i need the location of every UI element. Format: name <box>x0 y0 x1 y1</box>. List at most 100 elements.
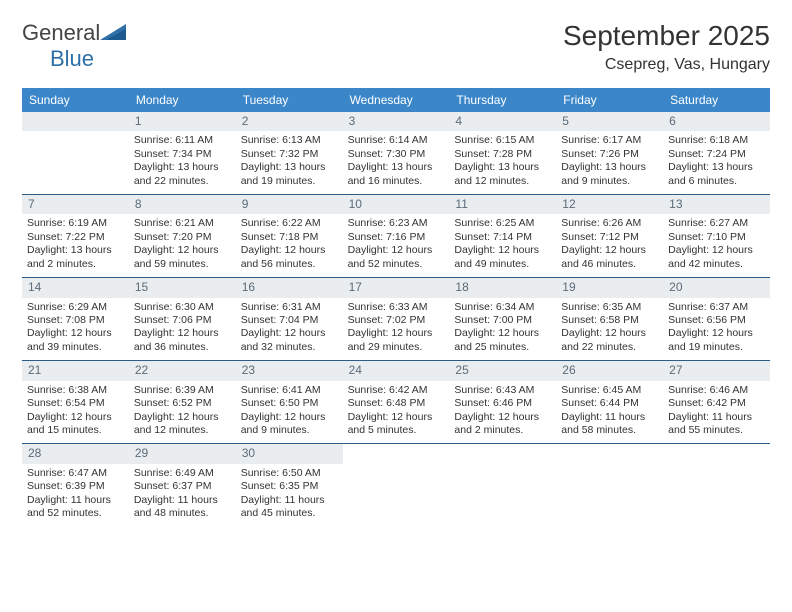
weekday-header: Sunday Monday Tuesday Wednesday Thursday… <box>22 88 770 112</box>
day-cell: 15Sunrise: 6:30 AMSunset: 7:06 PMDayligh… <box>129 278 236 360</box>
day-info-line: Sunrise: 6:29 AM <box>27 301 124 314</box>
day-number: 2 <box>236 112 343 131</box>
day-info-line: Daylight: 12 hours and 25 minutes. <box>454 327 551 354</box>
day-info-line: Sunrise: 6:22 AM <box>241 217 338 230</box>
day-info-line: Sunset: 7:00 PM <box>454 314 551 327</box>
day-info-line: Sunrise: 6:19 AM <box>27 217 124 230</box>
day-info-line: Sunset: 7:30 PM <box>348 148 445 161</box>
day-info-line: Sunrise: 6:47 AM <box>27 467 124 480</box>
day-cell: 23Sunrise: 6:41 AMSunset: 6:50 PMDayligh… <box>236 361 343 443</box>
day-info-line: Daylight: 11 hours and 45 minutes. <box>241 494 338 521</box>
day-info-line: Daylight: 11 hours and 52 minutes. <box>27 494 124 521</box>
day-number: 13 <box>663 195 770 214</box>
day-info-line: Sunset: 7:04 PM <box>241 314 338 327</box>
day-number <box>22 112 129 131</box>
day-cell: 14Sunrise: 6:29 AMSunset: 7:08 PMDayligh… <box>22 278 129 360</box>
day-info-line: Sunrise: 6:30 AM <box>134 301 231 314</box>
day-cell: 25Sunrise: 6:43 AMSunset: 6:46 PMDayligh… <box>449 361 556 443</box>
day-info-line: Daylight: 12 hours and 52 minutes. <box>348 244 445 271</box>
day-number: 3 <box>343 112 450 131</box>
day-info-line: Sunset: 6:37 PM <box>134 480 231 493</box>
day-info-line: Sunset: 7:32 PM <box>241 148 338 161</box>
day-number: 4 <box>449 112 556 131</box>
day-info-line: Daylight: 11 hours and 55 minutes. <box>668 411 765 438</box>
day-info-line: Daylight: 13 hours and 16 minutes. <box>348 161 445 188</box>
day-info-line: Sunrise: 6:14 AM <box>348 134 445 147</box>
day-info-line: Sunrise: 6:18 AM <box>668 134 765 147</box>
day-number: 18 <box>449 278 556 297</box>
day-info-line: Daylight: 12 hours and 42 minutes. <box>668 244 765 271</box>
day-info-line: Sunset: 7:10 PM <box>668 231 765 244</box>
day-info-line: Sunset: 6:44 PM <box>561 397 658 410</box>
week-row: 28Sunrise: 6:47 AMSunset: 6:39 PMDayligh… <box>22 444 770 526</box>
day-info-line: Sunrise: 6:38 AM <box>27 384 124 397</box>
day-number: 9 <box>236 195 343 214</box>
day-number: 11 <box>449 195 556 214</box>
day-info-line: Sunset: 6:56 PM <box>668 314 765 327</box>
day-cell: 8Sunrise: 6:21 AMSunset: 7:20 PMDaylight… <box>129 195 236 277</box>
day-info-line: Sunrise: 6:41 AM <box>241 384 338 397</box>
day-info-line: Daylight: 13 hours and 22 minutes. <box>134 161 231 188</box>
week-row: 7 Sunrise: 6:19 AMSunset: 7:22 PM Daylight… <box>22 195 770 278</box>
day-info-line: Sunset: 7:28 PM <box>454 148 551 161</box>
day-info-line: Sunrise: 6:25 AM <box>454 217 551 230</box>
day-info-line: Daylight: 11 hours and 58 minutes. <box>561 411 658 438</box>
day-info-line: Sunset: 7:06 PM <box>134 314 231 327</box>
day-info-line: Sunrise: 6:17 AM <box>561 134 658 147</box>
header: General Blue September 2025 Csepreg, Vas… <box>22 20 770 74</box>
day-info-line: Daylight: 13 hours and 19 minutes. <box>241 161 338 188</box>
day-info-line: Sunset: 7:34 PM <box>134 148 231 161</box>
day-info-line: Daylight: 12 hours and 9 minutes. <box>241 411 338 438</box>
day-cell: 5Sunrise: 6:17 AMSunset: 7:26 PMDaylight… <box>556 112 663 194</box>
day-cell: 21Sunrise: 6:38 AMSunset: 6:54 PMDayligh… <box>22 361 129 443</box>
day-info-line: Daylight: 13 hours and 6 minutes. <box>668 161 765 188</box>
day-info-line: Sunset: 6:42 PM <box>668 397 765 410</box>
day-cell: 7Sunrise: 6:19 AMSunset: 7:22 PMDaylight… <box>22 195 129 277</box>
day-info-line: Sunrise: 6:21 AM <box>134 217 231 230</box>
empty-cell <box>663 444 770 526</box>
brand-logo: General Blue <box>22 20 126 72</box>
day-info-line: Sunset: 7:18 PM <box>241 231 338 244</box>
day-number: 1 <box>129 112 236 131</box>
day-info-line: Sunset: 7:22 PM <box>27 231 124 244</box>
week-row: 14Sunrise: 6:29 AMSunset: 7:08 PMDayligh… <box>22 278 770 361</box>
day-cell: 18 Sunrise: 6:34 AMSunset: 7:00 PMDayligh… <box>449 278 556 360</box>
day-info-line: Sunset: 6:58 PM <box>561 314 658 327</box>
day-info-line: Sunrise: 6:15 AM <box>454 134 551 147</box>
day-number: 30 <box>236 444 343 463</box>
day-info-line: Sunrise: 6:39 AM <box>134 384 231 397</box>
week-row: 21Sunrise: 6:38 AMSunset: 6:54 PMDayligh… <box>22 361 770 444</box>
day-number: 27 <box>663 361 770 380</box>
day-info-line: Sunset: 7:16 PM <box>348 231 445 244</box>
day-info-line: Sunset: 6:35 PM <box>241 480 338 493</box>
day-number: 22 <box>129 361 236 380</box>
day-number: 26 <box>556 361 663 380</box>
day-number: 16 <box>236 278 343 297</box>
weekday-name: Thursday <box>449 88 556 112</box>
page: General Blue September 2025 Csepreg, Vas… <box>0 0 792 547</box>
day-info-line: Sunrise: 6:37 AM <box>668 301 765 314</box>
day-number: 7 <box>22 195 129 214</box>
day-info-line: Daylight: 12 hours and 32 minutes. <box>241 327 338 354</box>
weekday-name: Sunday <box>22 88 129 112</box>
day-cell: 24Sunrise: 6:42 AMSunset: 6:48 PMDayligh… <box>343 361 450 443</box>
day-number: 23 <box>236 361 343 380</box>
day-info-line: Sunrise: 6:50 AM <box>241 467 338 480</box>
weekday-name: Tuesday <box>236 88 343 112</box>
day-info-line: Daylight: 12 hours and 36 minutes. <box>134 327 231 354</box>
page-subtitle: Csepreg, Vas, Hungary <box>563 56 770 74</box>
day-cell: 20Sunrise: 6:37 AMSunset: 6:56 PMDayligh… <box>663 278 770 360</box>
day-info-line: Sunrise: 6:45 AM <box>561 384 658 397</box>
day-info-line: Sunrise: 6:34 AM <box>454 301 551 314</box>
day-cell: 16Sunrise: 6:31 AMSunset: 7:04 PMDayligh… <box>236 278 343 360</box>
day-info-line: Sunset: 6:54 PM <box>27 397 124 410</box>
weekday-name: Friday <box>556 88 663 112</box>
day-info-line: Daylight: 12 hours and 12 minutes. <box>134 411 231 438</box>
day-number: 29 <box>129 444 236 463</box>
day-number: 8 <box>129 195 236 214</box>
day-info-line: Daylight: 12 hours and 49 minutes. <box>454 244 551 271</box>
day-info-line: Sunrise: 6:11 AM <box>134 134 231 147</box>
day-cell: 11 Sunrise: 6:25 AMSunset: 7:14 PMDayligh… <box>449 195 556 277</box>
day-info-line: Sunset: 6:46 PM <box>454 397 551 410</box>
day-info-line: Sunset: 7:14 PM <box>454 231 551 244</box>
